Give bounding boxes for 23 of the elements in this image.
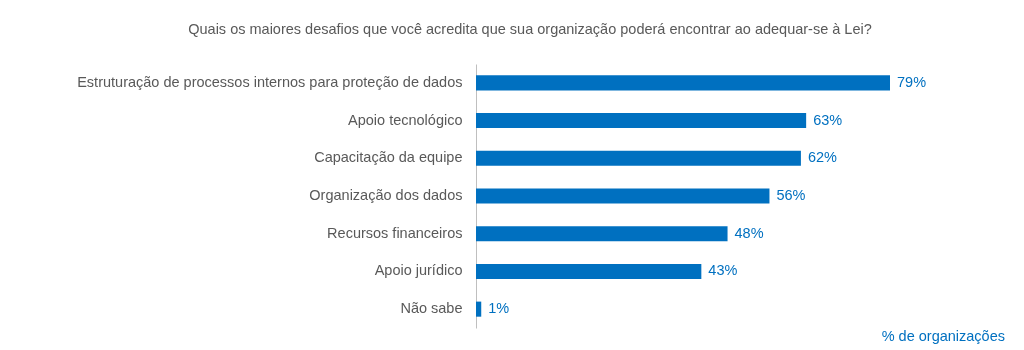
data-label: 79% xyxy=(897,73,927,90)
bar xyxy=(476,301,482,317)
y-tick-label: Não sabe xyxy=(400,300,463,317)
y-tick-label: Apoio tecnológico xyxy=(348,111,463,128)
bar xyxy=(476,263,702,279)
bar xyxy=(476,188,770,204)
bar xyxy=(476,150,801,166)
bar xyxy=(476,226,728,242)
y-tick-label: Recursos financeiros xyxy=(327,224,463,241)
bar xyxy=(476,75,890,91)
data-label: 48% xyxy=(734,224,764,241)
y-tick-label: Estruturação de processos internos para proteção de dados xyxy=(77,73,463,90)
data-label: 1% xyxy=(488,300,510,317)
bar xyxy=(476,113,807,129)
chart-title: Quais os maiores desafios que você acredita que sua organização poderá encontrar ao adequar-se à Lei? xyxy=(188,21,872,37)
y-tick-label: Organização dos dados xyxy=(309,187,463,203)
data-label: 43% xyxy=(708,262,738,279)
annotation: % de organizações xyxy=(881,328,1005,344)
y-tick-label: Capacitação da equipe xyxy=(314,149,463,166)
y-tick-label: Apoio jurídico xyxy=(374,262,463,279)
data-label: 63% xyxy=(813,111,843,128)
data-label: 56% xyxy=(776,187,806,203)
data-label: 62% xyxy=(807,149,838,166)
